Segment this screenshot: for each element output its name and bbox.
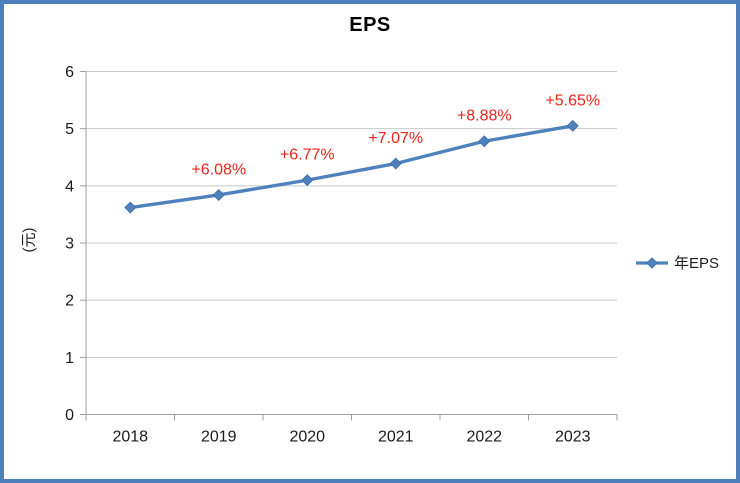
- legend-line-marker-icon: [636, 256, 668, 269]
- plot-area: 0 1 2 3 4 5 6 2018 2019 2020 2021 2022 2023 +6.08% +6.…: [65, 64, 618, 446]
- series-line: [128, 124, 575, 210]
- x-tick-label-2020: 2020: [289, 429, 325, 446]
- y-tick-label-4: 4: [65, 178, 74, 195]
- point-label-2022: +8.88%: [457, 108, 512, 125]
- x-tick-label-2021: 2021: [378, 429, 414, 446]
- y-tick-label-0: 0: [65, 407, 74, 424]
- x-tick-label-2022: 2022: [466, 429, 502, 446]
- legend-series-label: 年EPS: [674, 255, 720, 272]
- data-point-marker-icon: [212, 189, 225, 201]
- point-label-2023: +5.65%: [545, 92, 600, 109]
- y-tick-label-2: 2: [65, 293, 74, 310]
- data-point-marker-icon: [389, 157, 402, 170]
- x-tick-label-2018: 2018: [112, 429, 148, 446]
- chart-title: EPS: [349, 14, 391, 36]
- data-point-marker-icon: [124, 201, 137, 214]
- point-label-2019: +6.08%: [191, 161, 246, 178]
- y-tick-label-5: 5: [65, 121, 74, 138]
- x-tick-label-2019: 2019: [201, 429, 237, 446]
- data-point-marker-icon: [301, 174, 314, 187]
- point-label-2020: +6.77%: [280, 147, 335, 164]
- x-tick-label-2023: 2023: [555, 429, 591, 446]
- y-tick-label-3: 3: [65, 236, 74, 253]
- data-point-marker-icon: [566, 119, 579, 132]
- legend-diamond-marker-icon: [646, 256, 658, 269]
- y-tick-label-1: 1: [65, 350, 74, 367]
- y-tick-label-6: 6: [65, 64, 74, 81]
- point-label-2021: +7.07%: [368, 130, 423, 147]
- data-point-marker-icon: [478, 135, 491, 148]
- legend: 年EPS: [635, 252, 719, 273]
